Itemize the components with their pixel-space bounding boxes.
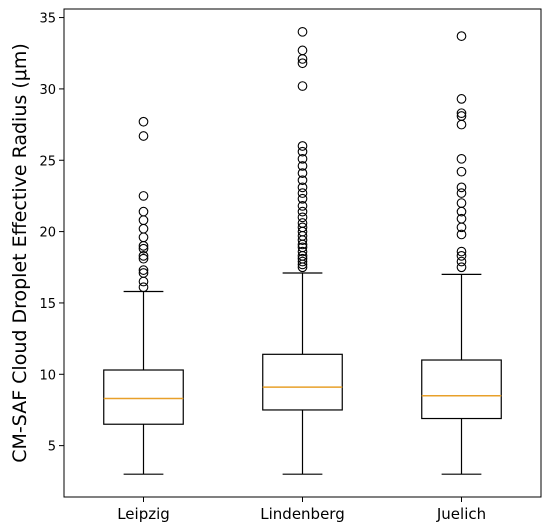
x-axis-ticks: Leipzig Lindenberg Juelich	[117, 497, 486, 523]
outlier-point	[297, 246, 308, 257]
outlier-point	[297, 206, 308, 217]
outlier-point	[456, 108, 467, 119]
outlier-point	[456, 166, 467, 177]
outlier-point	[456, 153, 467, 164]
outlier-point	[297, 45, 308, 56]
y-tick-label: 10	[39, 368, 56, 383]
y-tick-label: 35	[39, 12, 56, 27]
outlier-point	[456, 251, 467, 261]
outlier-point	[456, 213, 467, 224]
outlier-point	[297, 188, 308, 198]
outlier-point	[456, 262, 467, 273]
outlier-point	[456, 94, 467, 104]
outlier-point	[456, 111, 467, 121]
x-tick-label: Lindenberg	[260, 505, 344, 523]
outlier-point	[456, 31, 467, 41]
outlier-point	[138, 251, 149, 261]
outlier-point	[138, 232, 149, 243]
outlier-point	[297, 175, 308, 186]
outlier-point	[297, 182, 308, 193]
outlier-point	[297, 81, 308, 91]
outlier-point	[297, 26, 308, 37]
outlier-point	[138, 268, 149, 278]
outlier-point	[138, 282, 149, 293]
outlier-point	[456, 198, 467, 208]
outlier-point	[138, 131, 149, 141]
outlier-point	[138, 215, 149, 226]
iqr-box	[421, 359, 502, 420]
outlier-point	[297, 141, 308, 151]
outlier-point	[456, 256, 467, 267]
y-axis-ticks: 5 10 15 20 25 30 35	[39, 12, 64, 455]
outlier-point	[456, 229, 467, 240]
box-juelich	[421, 31, 502, 475]
outlier-point	[138, 253, 149, 264]
outlier-point	[138, 243, 149, 254]
outlier-point	[138, 191, 149, 201]
outlier-point	[297, 218, 308, 228]
y-tick-label: 20	[39, 226, 56, 241]
x-tick-label: Juelich	[436, 505, 486, 523]
outlier-point	[456, 119, 467, 130]
outlier-point	[456, 246, 467, 257]
y-tick-label: 30	[39, 83, 56, 98]
y-tick-label: 15	[39, 297, 56, 312]
iqr-box	[103, 369, 184, 425]
iqr-box	[262, 353, 343, 411]
y-tick-label: 25	[39, 154, 56, 169]
y-tick-label: 5	[48, 440, 56, 455]
outlier-point	[138, 223, 149, 234]
outlier-point	[297, 168, 308, 178]
outlier-point	[138, 206, 149, 217]
box-lindenberg	[262, 26, 343, 475]
outlier-point	[297, 256, 308, 267]
outlier-point	[297, 222, 308, 233]
outlier-point	[456, 182, 467, 193]
outlier-point	[297, 242, 308, 253]
outlier-point	[297, 153, 308, 164]
outlier-point	[297, 146, 308, 157]
outlier-point	[297, 161, 308, 171]
box-leipzig	[103, 116, 184, 475]
x-tick-label: Leipzig	[117, 505, 170, 523]
y-axis-label: CM-SAF Cloud Droplet Effective Radius (μ…	[9, 43, 31, 462]
outlier-point	[297, 193, 308, 204]
outlier-point	[456, 188, 467, 198]
outlier-point	[297, 58, 308, 69]
outlier-point	[138, 116, 149, 127]
outlier-point	[297, 212, 308, 223]
outlier-point	[297, 253, 308, 264]
outlier-point	[297, 201, 308, 211]
outlier-point	[138, 265, 149, 275]
boxes	[103, 26, 502, 475]
outlier-point	[138, 276, 149, 287]
